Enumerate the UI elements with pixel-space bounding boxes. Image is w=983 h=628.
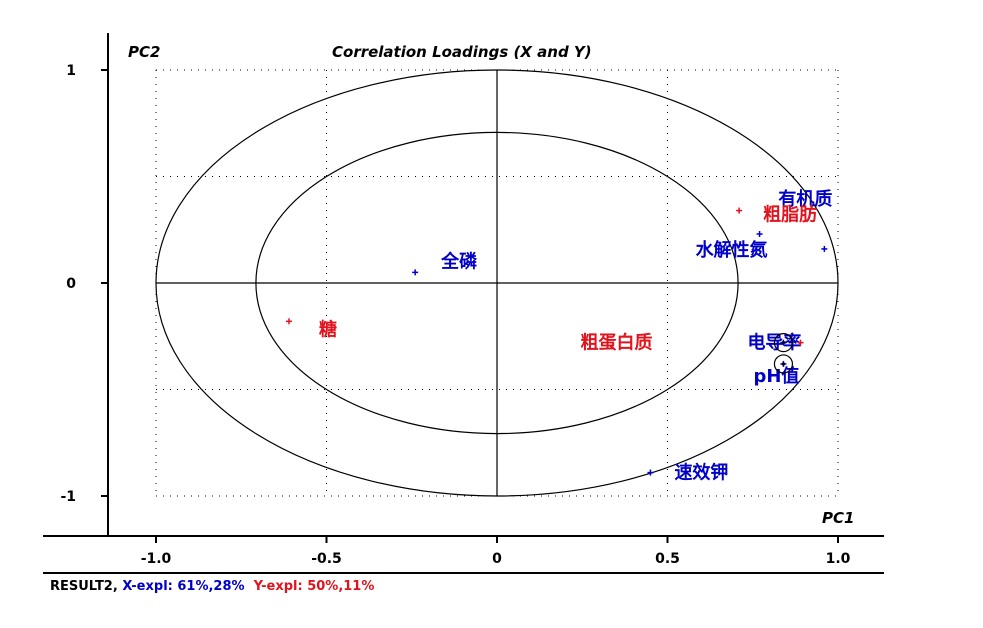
x-axis-title: PC1: [822, 509, 854, 527]
loading-point: 全磷: [412, 250, 478, 276]
point-label: 速效钾: [674, 462, 728, 484]
loading-point: 有机质: [778, 188, 832, 252]
x-tick-label: -1.0: [141, 551, 172, 567]
loading-point: 糖: [285, 318, 337, 340]
loading-point: 粗脂肪: [736, 204, 817, 226]
point-label: 有机质: [778, 188, 832, 210]
chart-title: Correlation Loadings (X and Y): [332, 43, 592, 61]
highlight-dot: [781, 362, 786, 366]
axes: [43, 33, 884, 574]
point-label: 粗脂肪: [763, 204, 817, 226]
tick-labels: -1.0 -0.5 0 0.5 1.0 1 0 -1: [60, 63, 850, 567]
x-tick-label: 0: [492, 551, 502, 567]
y-axis-title: PC2: [128, 43, 160, 61]
point-label: 全磷: [440, 250, 478, 272]
result-name: RESULT2,: [50, 579, 123, 594]
point-label: 水解性氮: [696, 239, 768, 261]
loading-point: 粗蛋白质: [580, 332, 804, 354]
highlight-ring: [773, 333, 794, 353]
x-explained: X-expl: 61%,28%: [122, 579, 245, 594]
highlight-ring: [773, 354, 794, 374]
y-tick-label: 0: [66, 276, 76, 292]
y-tick-label: 1: [66, 63, 76, 79]
loading-point: 速效钾: [647, 462, 728, 484]
grid-lines: [155, 69, 839, 497]
point-label: pH值: [753, 365, 799, 387]
point-label: 糖: [319, 318, 337, 340]
x-tick-label: -0.5: [311, 551, 342, 567]
y-explained: Y-expl: 50%,11%: [253, 579, 375, 594]
x-tick-label: 1.0: [826, 551, 851, 567]
point-label: 粗蛋白质: [580, 332, 652, 354]
highlight-dot: [781, 341, 786, 345]
loading-point: 水解性氮: [696, 231, 768, 261]
x-tick-label: 0.5: [655, 551, 680, 567]
y-tick-label: -1: [60, 489, 76, 505]
result-footer: RESULT2, X-expl: 61%,28% Y-expl: 50%,11%: [50, 579, 374, 594]
